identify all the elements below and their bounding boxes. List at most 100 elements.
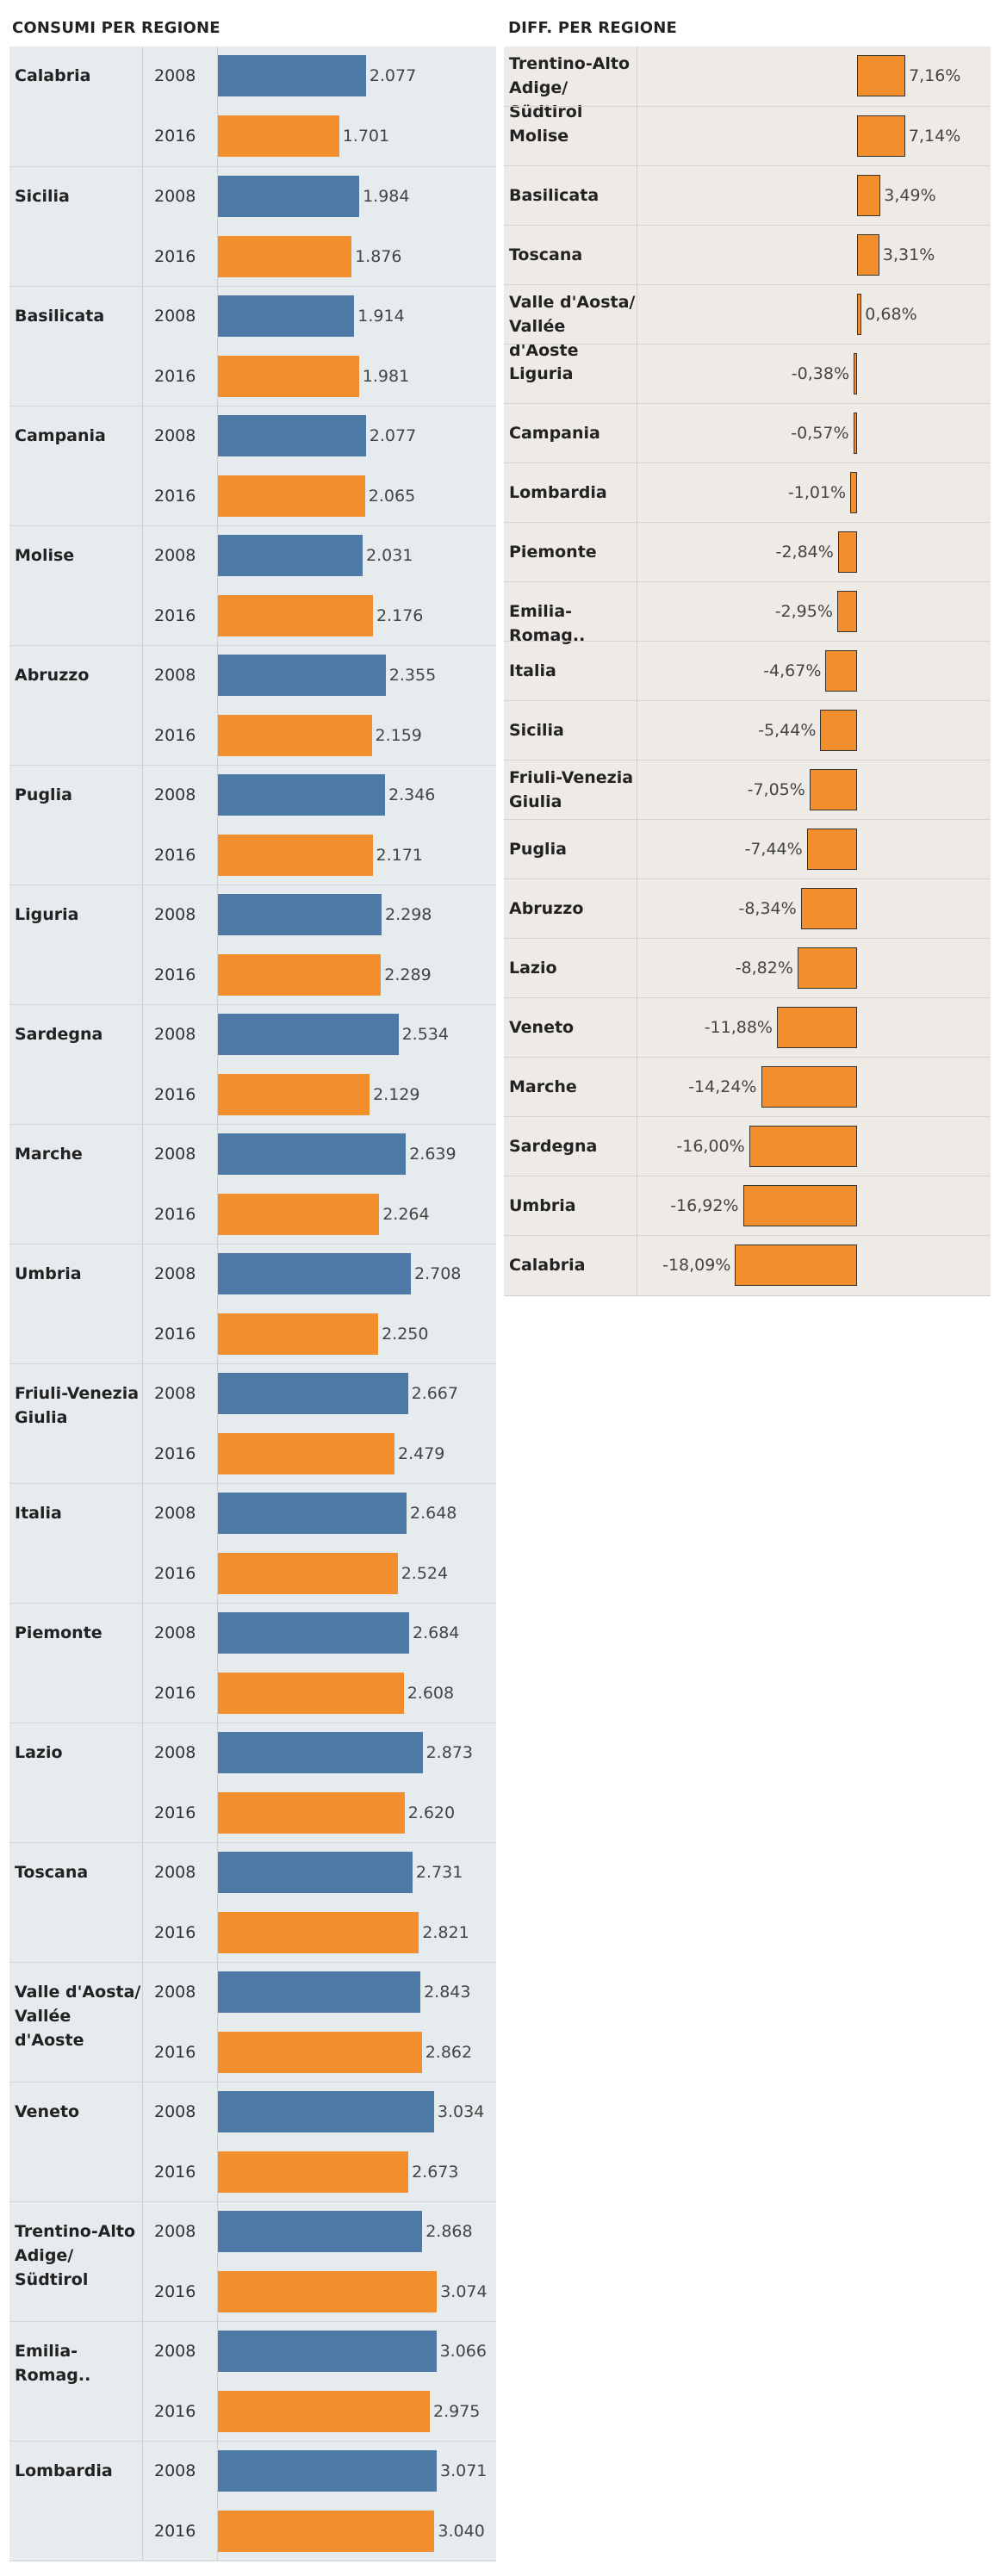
bar-2008 — [218, 655, 386, 696]
data-label: -16,92% — [670, 1196, 739, 1215]
data-label: -1,01% — [787, 483, 847, 502]
year-label: 2008 — [154, 1264, 196, 1283]
data-label: -8,82% — [735, 959, 793, 978]
data-label: 3,49% — [884, 186, 936, 205]
bar-2008 — [218, 894, 382, 935]
data-label-2016: 2.862 — [425, 2043, 473, 2062]
data-label-2008: 2.639 — [409, 1145, 457, 1164]
data-label-2016: 2.065 — [368, 487, 416, 506]
diff-bar — [800, 888, 857, 929]
year-label: 2008 — [154, 2342, 196, 2361]
data-label: 7,16% — [909, 66, 961, 85]
region-group: Lazio 2008 2.873 2016 2.620 — [9, 1723, 496, 1843]
region-group: Campania 2008 2.077 2016 2.065 — [9, 406, 496, 526]
diff-row: Italia -4,67% — [504, 641, 991, 701]
data-label: -7,44% — [744, 840, 803, 859]
diff-bar — [836, 591, 857, 632]
diff-row: Puglia -7,44% — [504, 819, 991, 879]
year-label: 2016 — [154, 367, 196, 386]
year-label: 2016 — [154, 2043, 196, 2062]
region-group: Marche 2008 2.639 2016 2.264 — [9, 1124, 496, 1245]
bar-2008 — [218, 295, 355, 337]
region-label: Marche — [15, 1145, 83, 1164]
region-label: Liguria — [15, 905, 79, 924]
data-label-2008: 2.708 — [414, 1264, 462, 1283]
year-label: 2008 — [154, 1145, 196, 1164]
year-label: 2016 — [154, 487, 196, 506]
diff-bar — [735, 1245, 857, 1286]
bar-2016 — [218, 1553, 398, 1594]
bar-2016 — [218, 2032, 422, 2073]
data-label-2016: 2.250 — [382, 1325, 429, 1344]
region-label: Lombardia — [509, 483, 607, 502]
region-group: Molise 2008 2.031 2016 2.176 — [9, 525, 496, 646]
region-label: Lombardia — [15, 2461, 113, 2480]
year-label: 2008 — [154, 66, 196, 85]
region-group: Puglia 2008 2.346 2016 2.171 — [9, 765, 496, 885]
region-label: Basilicata — [15, 307, 105, 326]
year-label: 2016 — [154, 2163, 196, 2182]
diff-row: Toscana 3,31% — [504, 225, 991, 285]
region-label: Calabria — [15, 66, 91, 85]
region-label: Trentino-Alto Adige/ Südtirol — [509, 54, 631, 121]
region-label: Emilia-Romag.. — [509, 602, 586, 645]
data-label-2008: 2.031 — [366, 546, 413, 565]
data-label: -14,24% — [688, 1077, 757, 1096]
diff-bar — [853, 413, 857, 454]
data-label: -18,09% — [662, 1256, 731, 1275]
region-label: Friuli-Venezia Giulia — [509, 768, 634, 811]
bar-2016 — [218, 2391, 430, 2432]
data-label: -4,67% — [763, 661, 822, 680]
data-label-2008: 1.984 — [363, 187, 410, 206]
data-label-2016: 2.821 — [422, 1923, 469, 1942]
bar-2008 — [218, 2091, 434, 2132]
data-label-2016: 2.620 — [407, 1803, 456, 1822]
region-label: Molise — [15, 546, 75, 565]
bar-2008 — [218, 415, 366, 456]
data-label-2008: 2.684 — [413, 1623, 460, 1642]
region-label: Puglia — [15, 785, 72, 804]
year-label: 2008 — [154, 785, 196, 804]
diff-row: Sardegna -16,00% — [504, 1116, 991, 1176]
region-group: Sicilia 2008 1.984 2016 1.876 — [9, 166, 496, 287]
bar-2008 — [218, 1493, 407, 1534]
data-label: 0,68% — [865, 305, 917, 324]
label-column-divider — [142, 47, 143, 2560]
year-label: 2016 — [154, 1444, 196, 1463]
data-label: -0,57% — [791, 424, 849, 443]
diff-bar — [857, 115, 905, 157]
data-label-2008: 2.843 — [424, 1983, 471, 2002]
diff-row: Campania -0,57% — [504, 403, 991, 463]
bar-2008 — [218, 1612, 409, 1654]
axis-baseline — [217, 47, 218, 2560]
data-label-2008: 1.914 — [357, 307, 405, 326]
region-label: Basilicata — [509, 186, 600, 205]
region-group: Valle d'Aosta/ Vallée d'Aoste 2008 2.843 20… — [9, 1962, 496, 2083]
data-label-2016: 2.129 — [373, 1085, 420, 1104]
year-label: 2016 — [154, 127, 196, 146]
year-label: 2008 — [154, 1623, 196, 1642]
data-label: -2,95% — [774, 602, 833, 621]
region-label: Toscana — [15, 1863, 89, 1882]
region-label: Veneto — [509, 1018, 575, 1037]
bar-2016 — [218, 115, 339, 157]
region-label: Molise — [509, 127, 569, 146]
region-group: Italia 2008 2.648 2016 2.524 — [9, 1483, 496, 1604]
region-label: Sicilia — [15, 187, 70, 206]
region-group: Emilia-Romag.. 2008 3.066 2016 2.975 — [9, 2321, 496, 2442]
region-group: Sardegna 2008 2.534 2016 2.129 — [9, 1004, 496, 1125]
bar-2008 — [218, 1971, 421, 2013]
data-label-2016: 2.673 — [412, 2163, 459, 2182]
data-label: -0,38% — [791, 364, 849, 383]
diff-row: Lazio -8,82% — [504, 938, 991, 998]
diff-row: Molise 7,14% — [504, 106, 991, 166]
bar-2016 — [218, 1433, 394, 1474]
diff-row: Piemonte -2,84% — [504, 522, 991, 582]
diff-row: Veneto -11,88% — [504, 997, 991, 1058]
diff-bar — [761, 1066, 857, 1108]
year-label: 2008 — [154, 2102, 196, 2121]
bar-2016 — [218, 356, 359, 397]
bar-2008 — [218, 2450, 437, 2492]
year-label: 2008 — [154, 426, 196, 445]
bar-2008 — [218, 176, 360, 217]
